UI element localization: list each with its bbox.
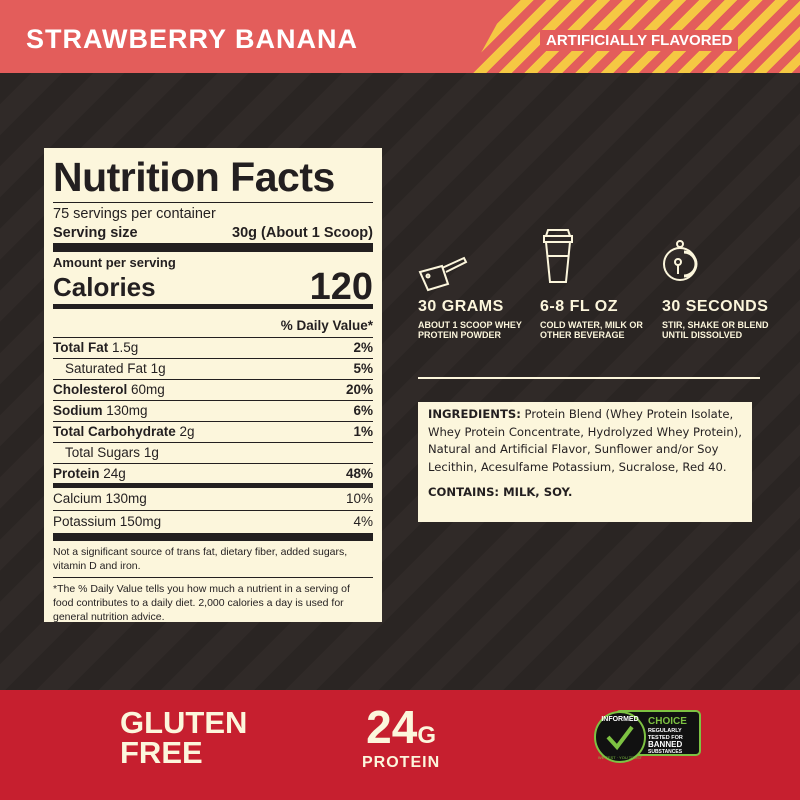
nutrient-amount: 1g	[150, 361, 166, 376]
mineral-name: Calcium 130mg	[53, 488, 147, 510]
amount-per-serving: Amount per serving	[53, 255, 176, 270]
dv-header: % Daily Value*	[53, 309, 373, 338]
direction-title: 30 GRAMS	[418, 298, 504, 315]
direction-text: STIR, SHAKE OR BLEND UNTIL DISSOLVED	[662, 320, 769, 340]
nutrient-row: Protein 24g 48%	[53, 464, 373, 484]
mineral-dv: 4%	[353, 514, 373, 529]
flavor-note: ARTIFICIALLY FLAVORED	[540, 30, 739, 51]
shaker-icon	[543, 229, 573, 283]
timer-icon	[663, 240, 698, 281]
nutrient-row: Total Fat 1.5g 2%	[53, 338, 373, 359]
ingredients-text: Protein Blend (Whey Protein Isolate, Whe…	[428, 407, 742, 474]
protein-unit: G	[417, 722, 436, 749]
nutrient-name: Protein 24g	[53, 464, 126, 484]
serving-size-value: 30g (About 1 Scoop)	[232, 225, 373, 241]
direction-text: ABOUT 1 SCOOP WHEY PROTEIN POWDER	[418, 320, 522, 340]
daily-value-footnote: *The % Daily Value tells you how much a …	[53, 583, 350, 623]
nutrient-label: Total Sugars	[65, 445, 141, 460]
serving-size-label: Serving size	[53, 225, 138, 241]
nutrient-name: Saturated Fat 1g	[53, 359, 166, 379]
calories-row: Calories 120	[53, 266, 373, 309]
header-band: STRAWBERRY BANANA ARTIFICIALLY FLAVORED	[0, 0, 800, 73]
ingredients: INGREDIENTS: Protein Blend (Whey Protein…	[428, 406, 742, 476]
nutrient-amount: 24g	[103, 466, 126, 481]
nutrient-dv: 20%	[345, 382, 373, 397]
nutrient-amount: 1g	[143, 445, 159, 460]
nutrient-name: Sodium 130mg	[53, 401, 148, 421]
calories-value: 120	[309, 266, 373, 308]
calories-label: Calories	[53, 272, 156, 302]
divider	[418, 377, 760, 379]
nutrient-amount: 2g	[179, 424, 195, 439]
badge-line: BANNED	[648, 740, 682, 749]
nutrient-amount: 130mg	[106, 403, 148, 418]
badge-line: TESTED FOR	[648, 735, 683, 741]
nutrient-amount: 1.5g	[112, 340, 139, 355]
protein-value: 24	[366, 701, 418, 753]
nutrient-row: Total Carbohydrate 2g 1%	[53, 422, 373, 443]
serving-size-row: Serving size 30g (About 1 Scoop)	[53, 223, 373, 252]
dv-header-text: % Daily Value*	[280, 318, 373, 333]
mineral-amount: 130mg	[105, 491, 147, 506]
gluten-free-claim: GLUTEN FREE	[120, 705, 248, 770]
protein-label: PROTEIN	[362, 754, 441, 771]
direction-text: COLD WATER, MILK OR OTHER BEVERAGE	[540, 320, 643, 340]
mineral-dv: 10%	[345, 491, 373, 506]
nutrient-label: Saturated Fat	[65, 361, 147, 376]
nutrient-dv: 5%	[353, 361, 373, 376]
nutrient-name: Total Carbohydrate 2g	[53, 422, 195, 442]
mineral-row: Potassium 150mg 4%	[53, 511, 373, 533]
checkmark-icon	[606, 725, 634, 751]
direction-title: 6-8 FL OZ	[540, 298, 618, 315]
informed-choice-badge: INFORMED WE TEST · YOU TRUST CHOICE REGU…	[592, 707, 702, 768]
nutrient-dv: 2%	[353, 340, 373, 355]
mineral-label: Potassium	[53, 514, 117, 529]
nutrient-label: Total Carbohydrate	[53, 424, 176, 439]
scoop-icon	[418, 256, 468, 292]
nutrition-facts-label: Nutrition Facts 75 servings per containe…	[44, 148, 382, 623]
nutrient-dv: 6%	[353, 403, 373, 418]
badge-ring-text: INFORMED	[601, 716, 638, 723]
nutrient-row: Sodium 130mg 6%	[53, 401, 373, 422]
nutrient-label: Sodium	[53, 403, 103, 418]
mineral-label: Calcium	[53, 491, 102, 506]
free-text: FREE	[120, 735, 203, 770]
nutrient-name: Cholesterol 60mg	[53, 380, 165, 400]
badge-line: REGULARLY	[648, 728, 682, 734]
flavor-name: STRAWBERRY BANANA	[26, 24, 359, 54]
nutrient-row: Saturated Fat 1g 5%	[53, 359, 373, 380]
protein-claim: 24G PROTEIN	[362, 700, 440, 772]
nutrient-name: Total Fat 1.5g	[53, 338, 138, 358]
informed-choice-logo: INFORMED WE TEST · YOU TRUST CHOICE REGU…	[594, 710, 701, 763]
nutrient-amount: 60mg	[131, 382, 165, 397]
footer-band: GLUTEN FREE 24G PROTEIN INFORMED WE TEST…	[0, 690, 800, 800]
nutrient-row: Total Sugars 1g	[53, 443, 373, 464]
nutrient-dv: 48%	[345, 466, 373, 481]
nutrient-label: Cholesterol	[53, 382, 128, 397]
mineral-name: Potassium 150mg	[53, 511, 161, 533]
mineral-row: Calcium 130mg 10%	[53, 488, 373, 511]
badge-ring-bottom: WE TEST · YOU TRUST	[598, 755, 643, 760]
not-significant-note: Not a significant source of trans fat, d…	[53, 533, 373, 578]
nutrient-dv: 1%	[353, 424, 373, 439]
nutrient-label: Total Fat	[53, 340, 109, 355]
ingredients-box: INGREDIENTS: Protein Blend (Whey Protein…	[418, 402, 752, 522]
ingredients-label: INGREDIENTS:	[428, 407, 521, 421]
badge-choice: CHOICE	[648, 716, 687, 727]
mineral-amount: 150mg	[119, 514, 162, 529]
nutrient-name: Total Sugars 1g	[53, 443, 159, 463]
nutrient-label: Protein	[53, 466, 100, 481]
gluten-text: GLUTEN	[120, 705, 248, 740]
direction-title: 30 SECONDS	[662, 298, 769, 315]
badge-line: SUBSTANCES	[648, 749, 683, 755]
allergens: CONTAINS: MILK, SOY.	[428, 485, 573, 499]
nutrition-title: Nutrition Facts	[53, 154, 373, 203]
nutrient-row: Cholesterol 60mg 20%	[53, 380, 373, 401]
servings: 75 servings per container	[53, 206, 216, 222]
